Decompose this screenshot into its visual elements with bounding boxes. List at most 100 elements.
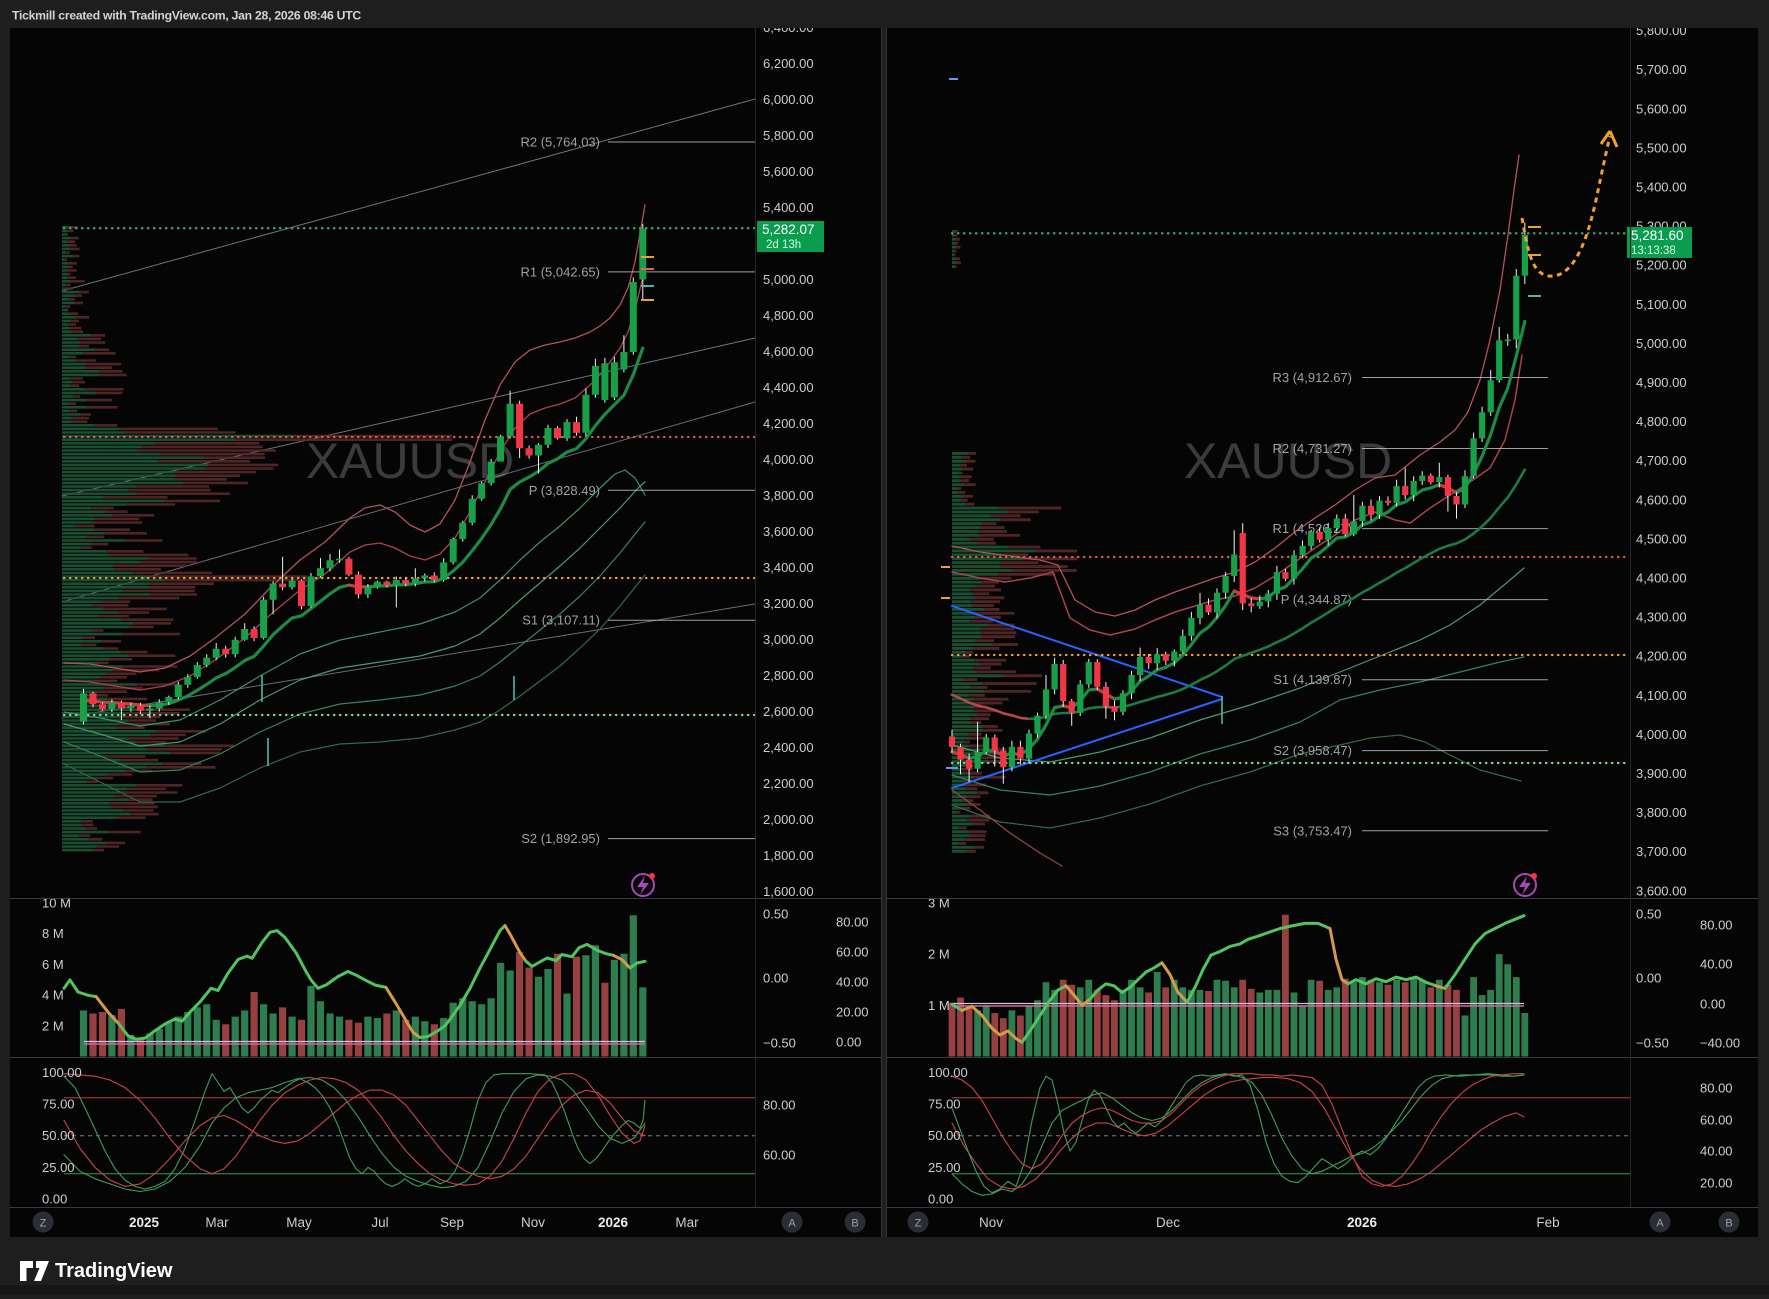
- svg-text:3,700.00: 3,700.00: [1636, 844, 1687, 859]
- svg-text:4,200.00: 4,200.00: [1636, 649, 1687, 664]
- svg-text:P (4,344.87): P (4,344.87): [1281, 592, 1352, 607]
- svg-text:40.00: 40.00: [1700, 957, 1733, 972]
- svg-text:3,800.00: 3,800.00: [763, 488, 814, 503]
- svg-text:−40.00: −40.00: [1700, 1036, 1740, 1051]
- svg-text:2026: 2026: [598, 1215, 629, 1230]
- svg-text:60.00: 60.00: [1700, 1113, 1733, 1128]
- svg-text:Jul: Jul: [371, 1215, 388, 1230]
- svg-text:3,900.00: 3,900.00: [1636, 766, 1687, 781]
- svg-text:25.00: 25.00: [928, 1160, 961, 1175]
- svg-text:2,600.00: 2,600.00: [763, 704, 814, 719]
- svg-text:S1 (4,139.87): S1 (4,139.87): [1273, 672, 1352, 687]
- svg-text:8 M: 8 M: [42, 926, 64, 941]
- svg-text:4,900.00: 4,900.00: [1636, 375, 1687, 390]
- svg-text:4,200.00: 4,200.00: [763, 416, 814, 431]
- svg-text:60.00: 60.00: [836, 945, 869, 960]
- svg-text:1,800.00: 1,800.00: [763, 848, 814, 863]
- svg-text:5,000.00: 5,000.00: [763, 272, 814, 287]
- svg-text:5,500.00: 5,500.00: [1636, 140, 1687, 155]
- svg-text:100.00: 100.00: [928, 1065, 968, 1080]
- svg-text:1,600.00: 1,600.00: [763, 884, 814, 899]
- svg-text:XAUUSD: XAUUSD: [306, 433, 514, 489]
- svg-text:R2 (4,731.27): R2 (4,731.27): [1273, 441, 1353, 456]
- svg-text:5,600.00: 5,600.00: [1636, 101, 1687, 116]
- svg-text:3 M: 3 M: [928, 895, 950, 910]
- svg-text:80.00: 80.00: [1700, 1081, 1733, 1096]
- svg-text:3,600.00: 3,600.00: [1636, 883, 1687, 898]
- svg-text:5,200.00: 5,200.00: [1636, 258, 1687, 273]
- svg-text:5,100.00: 5,100.00: [1636, 297, 1687, 312]
- svg-text:50.00: 50.00: [928, 1128, 961, 1143]
- svg-text:Tickmill created with TradingV: Tickmill created with TradingView.com, J…: [12, 9, 361, 23]
- svg-text:3,200.00: 3,200.00: [763, 596, 814, 611]
- svg-text:TradingView: TradingView: [55, 1260, 173, 1282]
- svg-text:0.00: 0.00: [42, 1192, 67, 1207]
- svg-text:3,000.00: 3,000.00: [763, 632, 814, 647]
- svg-text:B: B: [1725, 1218, 1732, 1230]
- svg-text:4,800.00: 4,800.00: [1636, 414, 1687, 429]
- svg-text:2,000.00: 2,000.00: [763, 812, 814, 827]
- svg-text:2,800.00: 2,800.00: [763, 668, 814, 683]
- svg-text:0.00: 0.00: [763, 971, 788, 986]
- svg-text:4,100.00: 4,100.00: [1636, 688, 1687, 703]
- svg-text:−0.50: −0.50: [1636, 1036, 1669, 1051]
- svg-text:5,600.00: 5,600.00: [763, 164, 814, 179]
- svg-text:0.00: 0.00: [1700, 997, 1725, 1012]
- svg-text:75.00: 75.00: [42, 1097, 75, 1112]
- svg-text:20.00: 20.00: [836, 1005, 869, 1020]
- svg-text:4,400.00: 4,400.00: [763, 380, 814, 395]
- svg-text:0.50: 0.50: [763, 907, 788, 922]
- svg-text:4,800.00: 4,800.00: [763, 308, 814, 323]
- svg-text:25.00: 25.00: [42, 1160, 75, 1175]
- svg-text:R1 (4,526.27): R1 (4,526.27): [1273, 521, 1353, 536]
- svg-text:4,000.00: 4,000.00: [1636, 727, 1687, 742]
- svg-text:Sep: Sep: [440, 1215, 464, 1230]
- svg-text:A: A: [1656, 1218, 1664, 1230]
- svg-text:4,700.00: 4,700.00: [1636, 453, 1687, 468]
- svg-text:5,700.00: 5,700.00: [1636, 62, 1687, 77]
- svg-text:3,600.00: 3,600.00: [763, 524, 814, 539]
- svg-text:4 M: 4 M: [42, 988, 64, 1003]
- svg-text:R2 (5,764.03): R2 (5,764.03): [521, 135, 601, 150]
- svg-text:0.00: 0.00: [836, 1035, 861, 1050]
- svg-text:75.00: 75.00: [928, 1097, 961, 1112]
- svg-text:2026: 2026: [1347, 1215, 1378, 1230]
- svg-text:80.00: 80.00: [763, 1098, 796, 1113]
- svg-text:4,000.00: 4,000.00: [763, 452, 814, 467]
- svg-text:Mar: Mar: [205, 1215, 229, 1230]
- svg-text:B: B: [851, 1218, 858, 1230]
- svg-text:4,400.00: 4,400.00: [1636, 571, 1687, 586]
- svg-text:3,400.00: 3,400.00: [763, 560, 814, 575]
- svg-text:60.00: 60.00: [763, 1148, 796, 1163]
- svg-text:100.00: 100.00: [42, 1065, 82, 1080]
- svg-text:4,600.00: 4,600.00: [1636, 492, 1687, 507]
- svg-text:5,000.00: 5,000.00: [1636, 336, 1687, 351]
- svg-text:13:13:38: 13:13:38: [1631, 245, 1676, 257]
- svg-text:5,800.00: 5,800.00: [763, 128, 814, 143]
- svg-text:P (3,828.49): P (3,828.49): [529, 483, 600, 498]
- svg-text:0.50: 0.50: [1636, 907, 1661, 922]
- svg-text:80.00: 80.00: [1700, 918, 1733, 933]
- svg-text:S2 (3,958.47): S2 (3,958.47): [1273, 743, 1352, 758]
- svg-text:6,000.00: 6,000.00: [763, 92, 814, 107]
- svg-text:5,400.00: 5,400.00: [1636, 180, 1687, 195]
- svg-text:0.00: 0.00: [928, 1192, 953, 1207]
- svg-text:R3 (4,912.67): R3 (4,912.67): [1273, 370, 1353, 385]
- svg-text:10 M: 10 M: [42, 896, 71, 911]
- svg-text:2 M: 2 M: [928, 947, 950, 962]
- svg-text:R1 (5,042.65): R1 (5,042.65): [521, 264, 601, 279]
- svg-text:80.00: 80.00: [836, 915, 869, 930]
- svg-text:40.00: 40.00: [836, 975, 869, 990]
- svg-text:2,400.00: 2,400.00: [763, 740, 814, 755]
- svg-text:2,200.00: 2,200.00: [763, 776, 814, 791]
- svg-text:Z: Z: [40, 1218, 47, 1230]
- svg-text:S2 (1,892.95): S2 (1,892.95): [521, 831, 600, 846]
- svg-text:0.00: 0.00: [1636, 971, 1661, 986]
- svg-text:6 M: 6 M: [42, 957, 64, 972]
- svg-text:1 M: 1 M: [928, 998, 950, 1013]
- svg-text:Dec: Dec: [1156, 1215, 1180, 1230]
- svg-text:Nov: Nov: [521, 1215, 545, 1230]
- svg-text:May: May: [286, 1215, 312, 1230]
- svg-text:20.00: 20.00: [1700, 1176, 1733, 1191]
- svg-text:2025: 2025: [129, 1215, 160, 1230]
